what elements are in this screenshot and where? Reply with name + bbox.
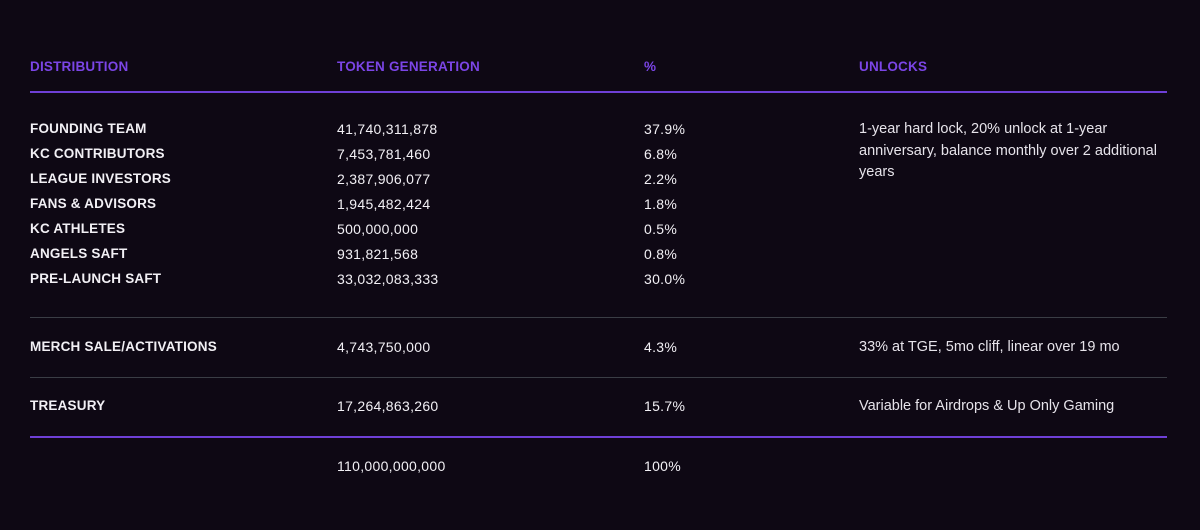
row-tokens: 2,387,906,077 <box>337 171 431 187</box>
row-tokens: 41,740,311,878 <box>337 121 438 137</box>
row-name: TREASURY <box>30 398 106 413</box>
total-percent: 100% <box>644 458 682 474</box>
section-divider <box>30 377 1167 378</box>
total-tokens: 110,000,000,000 <box>337 458 446 474</box>
row-name: PRE-LAUNCH SAFT <box>30 271 162 286</box>
row-percent: 37.9% <box>644 121 686 137</box>
row-tokens: 931,821,568 <box>337 246 419 262</box>
row-percent: 6.8% <box>644 146 678 162</box>
row-tokens: 1,945,482,424 <box>337 196 431 212</box>
row-tokens: 7,453,781,460 <box>337 146 431 162</box>
table-row-total: 110,000,000,000 100% <box>0 458 1200 476</box>
section-divider <box>30 317 1167 318</box>
row-name: MERCH SALE/ACTIVATIONS <box>30 339 217 354</box>
row-tokens: 33,032,083,333 <box>337 271 439 287</box>
row-percent: 2.2% <box>644 171 678 187</box>
row-percent: 30.0% <box>644 271 686 287</box>
row-tokens: 500,000,000 <box>337 221 419 237</box>
header-token-generation: TOKEN GENERATION <box>337 59 480 74</box>
table-row: LEAGUE INVESTORS 2,387,906,077 2.2% <box>0 171 1200 189</box>
row-name: FANS & ADVISORS <box>30 196 157 211</box>
table-row: FOUNDING TEAM 41,740,311,878 37.9% <box>0 121 1200 139</box>
total-divider <box>30 436 1167 438</box>
row-name: KC CONTRIBUTORS <box>30 146 165 161</box>
table-row: FANS & ADVISORS 1,945,482,424 1.8% <box>0 196 1200 214</box>
table-row: KC CONTRIBUTORS 7,453,781,460 6.8% <box>0 146 1200 164</box>
row-percent: 15.7% <box>644 398 686 414</box>
table-row: ANGELS SAFT 931,821,568 0.8% <box>0 246 1200 264</box>
table-row: KC ATHLETES 500,000,000 0.5% <box>0 221 1200 239</box>
row-percent: 4.3% <box>644 339 678 355</box>
row-unlock-terms: 33% at TGE, 5mo cliff, linear over 19 mo <box>859 339 1120 355</box>
table-row: PRE-LAUNCH SAFT 33,032,083,333 30.0% <box>0 271 1200 289</box>
row-tokens: 17,264,863,260 <box>337 398 439 414</box>
row-name: ANGELS SAFT <box>30 246 128 261</box>
row-name: FOUNDING TEAM <box>30 121 147 136</box>
row-percent: 0.5% <box>644 221 678 237</box>
table-header: DISTRIBUTION TOKEN GENERATION % UNLOCKS <box>0 59 1200 77</box>
header-distribution: DISTRIBUTION <box>30 59 129 74</box>
row-tokens: 4,743,750,000 <box>337 339 431 355</box>
table-row-merch: MERCH SALE/ACTIVATIONS 4,743,750,000 4.3… <box>0 339 1200 357</box>
row-name: KC ATHLETES <box>30 221 126 236</box>
row-unlock-terms: Variable for Airdrops & Up Only Gaming <box>859 398 1115 414</box>
row-name: LEAGUE INVESTORS <box>30 171 171 186</box>
table-row-treasury: TREASURY 17,264,863,260 15.7% Variable f… <box>0 398 1200 416</box>
header-percent: % <box>644 59 657 74</box>
row-percent: 1.8% <box>644 196 678 212</box>
row-percent: 0.8% <box>644 246 678 262</box>
header-unlocks: UNLOCKS <box>859 59 928 74</box>
header-divider <box>30 91 1167 93</box>
group1-unlock-terms: 1-year hard lock, 20% unlock at 1-year a… <box>859 121 1157 180</box>
